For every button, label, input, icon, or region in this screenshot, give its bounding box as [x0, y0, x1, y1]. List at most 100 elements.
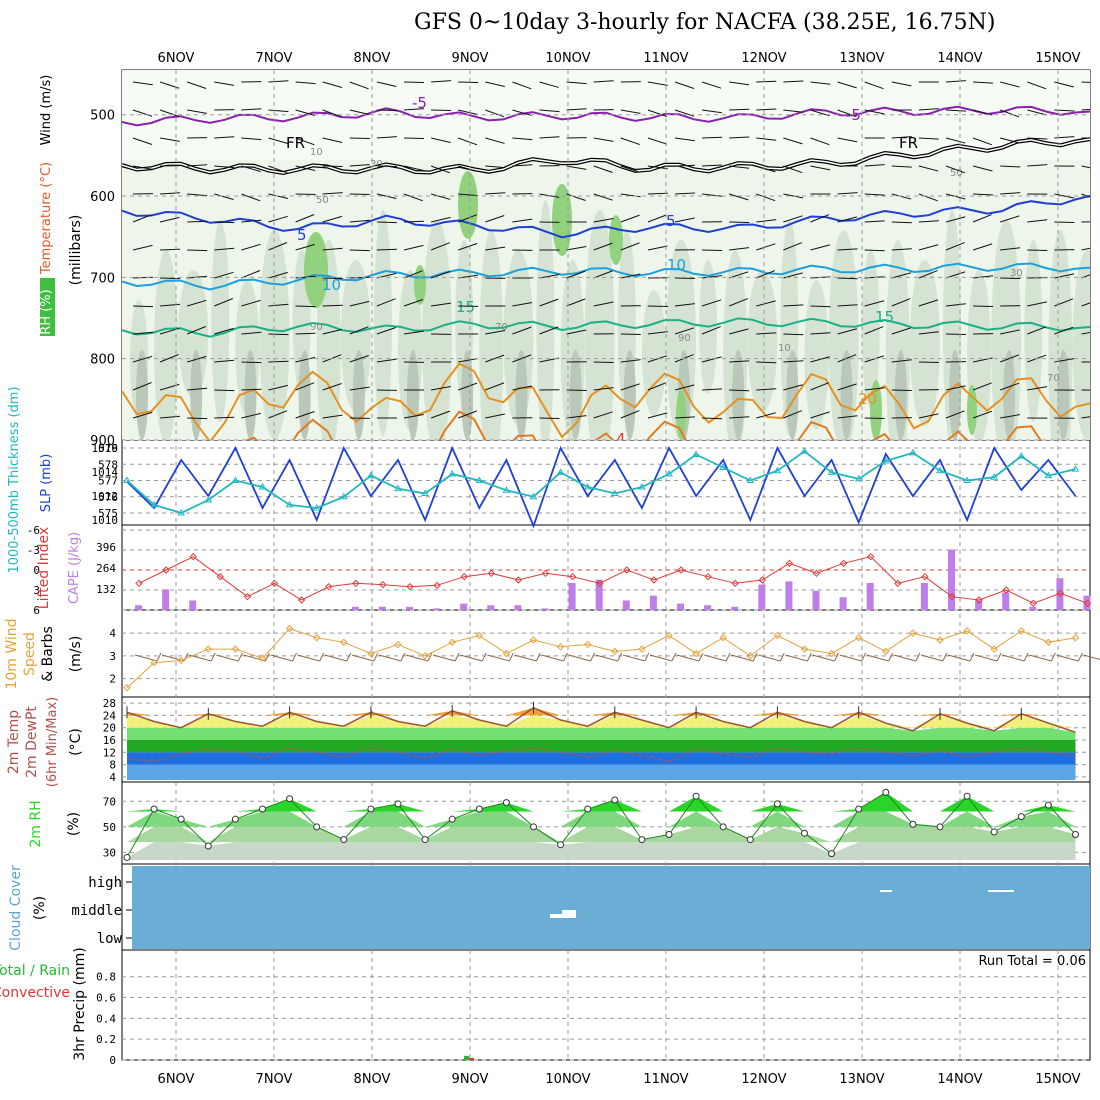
- li-tick: 6: [33, 604, 40, 617]
- wind-barb: [403, 137, 425, 140]
- wind-barb: [837, 248, 858, 251]
- isotherm-line-10: [122, 262, 1090, 291]
- wind10m-barb-tick: [535, 652, 541, 662]
- wind10m-barb: [974, 654, 998, 662]
- cape-bar: [677, 603, 684, 610]
- wind-barb: [1000, 137, 1020, 144]
- wind-barb: [512, 354, 532, 363]
- wind-barb: [810, 137, 830, 146]
- li-point: [433, 581, 441, 590]
- wind-barb: [810, 305, 831, 308]
- rh-band-70: [458, 171, 478, 239]
- wind-barb: [241, 388, 262, 391]
- wind-barb: [756, 388, 777, 391]
- cape-tick: 264: [96, 562, 116, 575]
- rh-shading: [122, 70, 1090, 440]
- cape-bar: [541, 608, 549, 610]
- wind-barb: [430, 193, 451, 200]
- wind10m-barb-tick: [617, 652, 623, 662]
- wind-barb: [295, 356, 316, 363]
- pressure-tick: 600: [90, 190, 115, 205]
- wind-barb: [973, 305, 994, 308]
- thickness-point: [881, 457, 890, 464]
- wind-barb: [620, 214, 640, 223]
- wind-barb: [241, 299, 261, 307]
- cape-bar: [189, 600, 197, 610]
- wind-barb: [214, 416, 235, 419]
- thickness-axis-label: 1000-500mb Thickness (dm): [7, 386, 22, 573]
- cloud-unit: (%): [32, 896, 48, 920]
- wind-barb: [674, 327, 695, 335]
- wind10m-barb-tick: [1050, 652, 1056, 662]
- wind-barb: [512, 164, 533, 167]
- wind-barb: [458, 214, 477, 223]
- wind-speed-point: [963, 627, 971, 635]
- isotherm-label: 20: [858, 390, 877, 408]
- slp-tick: 1016: [92, 442, 119, 455]
- wind-barb: [322, 383, 342, 391]
- wind-barb: [864, 193, 885, 196]
- wind-barb: [1054, 221, 1075, 224]
- wind-barb: [918, 331, 939, 335]
- cloud-level-label: middle: [71, 903, 122, 919]
- isotherm-line-FR-inner: [122, 138, 1090, 174]
- wind-barb: [512, 81, 532, 90]
- cape-bar: [622, 600, 630, 610]
- li-point: [379, 580, 387, 589]
- wind-barb: [918, 137, 939, 140]
- rh-band-2: [127, 811, 1076, 827]
- rh-band-50: [1057, 350, 1070, 440]
- isotherm-line-15: [122, 317, 1090, 338]
- wind10m-barb: [1083, 654, 1100, 661]
- cape-bar: [162, 589, 170, 610]
- wind-barb: [539, 136, 560, 139]
- rh-axis-label: RH (%): [39, 289, 54, 334]
- wind-barb: [729, 298, 748, 307]
- date-label-top: 8NOV: [354, 51, 391, 66]
- wind-barb: [593, 193, 613, 201]
- rh-point: [150, 805, 158, 813]
- wind10m-barb: [216, 654, 239, 662]
- rh-band-50: [786, 350, 799, 440]
- wind10m-barb-tick: [210, 652, 216, 662]
- wind-barb: [647, 382, 667, 391]
- wind-speed-point: [475, 631, 484, 640]
- wind-barb: [647, 355, 668, 363]
- wind-barb: [729, 328, 749, 335]
- rh-point: [448, 815, 456, 823]
- wind-barb: [566, 193, 586, 201]
- rh-band-30: [373, 210, 392, 436]
- wind-speed-point: [231, 645, 240, 653]
- wind-barb: [1027, 249, 1048, 252]
- wind10m-barb: [324, 654, 347, 662]
- wind-barb: [783, 80, 804, 83]
- wind-barb: [783, 109, 804, 113]
- rh-band-30: [1024, 240, 1043, 422]
- wind-barb: [891, 81, 912, 87]
- isotherm-label: FR: [899, 134, 918, 152]
- wind-barb: [783, 304, 804, 307]
- wind10m-label-2: Speed: [22, 632, 38, 676]
- wind-barb: [159, 216, 180, 223]
- wind-barb: [918, 220, 939, 223]
- thickness-point: [610, 489, 619, 496]
- wind-barb: [160, 137, 180, 142]
- thickness-point: [692, 450, 700, 457]
- isotherm-label: 4: [616, 430, 626, 448]
- pressure-tick: 800: [90, 353, 115, 368]
- wind-barb: [268, 215, 288, 223]
- slp-tick: 1014: [92, 466, 119, 479]
- rh-contour-label: 90: [310, 322, 323, 333]
- wind-barb: [322, 277, 343, 280]
- wind-barb: [214, 165, 235, 169]
- rh-band-1: [127, 826, 1076, 843]
- millibars-axis-label: (millibars): [68, 215, 84, 286]
- li-point: [948, 592, 956, 601]
- wind10m-panel: [121, 609, 1091, 698]
- wind-barb: [647, 214, 667, 223]
- wind-barb: [756, 193, 776, 202]
- temp-tick: 12: [103, 746, 116, 759]
- wind-barb: [214, 359, 235, 363]
- temp-line: [126, 706, 1076, 734]
- wind-speed-point: [936, 636, 944, 644]
